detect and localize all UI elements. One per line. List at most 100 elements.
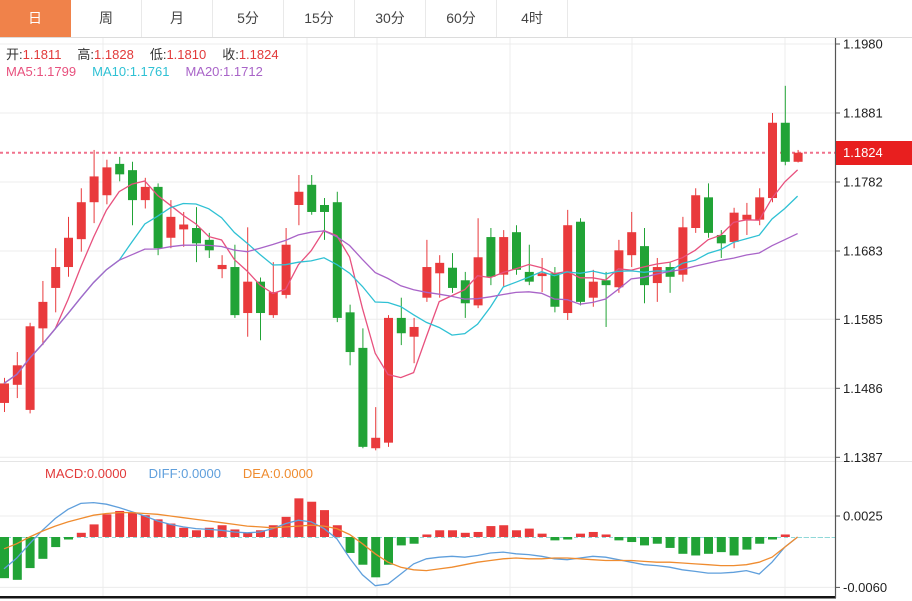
tab-4hour[interactable]: 4时 — [497, 0, 568, 37]
macd-bar — [268, 525, 278, 537]
macd-bar — [460, 532, 470, 537]
macd-bar — [115, 510, 125, 537]
candle-body — [409, 326, 419, 337]
macd-bar — [691, 537, 701, 556]
period-tabbar: 日周月 5分 15分 30分 60分 4时 — [0, 0, 912, 38]
price-tick-label: 1.1387 — [843, 450, 883, 465]
macd-bar — [704, 537, 713, 554]
candle-body — [396, 317, 406, 334]
macd-row-item-1: DIFF:0.0000 — [149, 466, 221, 481]
candle-body — [166, 216, 176, 238]
candle-body — [128, 170, 137, 201]
candle-body — [473, 257, 483, 306]
macd-bar — [716, 537, 726, 553]
macd-bar — [729, 537, 739, 556]
macd-bar — [256, 530, 265, 537]
candle-body — [627, 232, 637, 256]
macd-bar — [396, 537, 406, 546]
macd-bar — [153, 519, 163, 537]
macd-bar — [128, 512, 137, 537]
macd-readout: MACD:0.0000 DIFF:0.0000 DEA:0.0000 — [45, 466, 335, 481]
ma-row-item-1: MA10:1.1761 — [92, 64, 169, 79]
candle-body — [51, 267, 61, 288]
tab-day[interactable]: 日 — [0, 0, 71, 37]
candle-body — [140, 186, 150, 201]
macd-bar — [601, 534, 611, 537]
ma-row-item-2: MA20:1.1712 — [185, 64, 262, 79]
ohlc-row-item-3: 收:1.1824 — [222, 47, 278, 62]
macd-bar — [12, 537, 22, 580]
candle-body — [268, 292, 278, 316]
candle-body — [217, 264, 227, 270]
tab-week[interactable]: 周 — [71, 0, 142, 37]
macd-tick-label: -0.0060 — [843, 580, 887, 595]
candle-body — [780, 122, 790, 162]
candle-body — [25, 326, 35, 410]
candle-body — [332, 202, 342, 318]
field-label: MA10: — [92, 64, 130, 79]
candle-body — [358, 347, 368, 447]
ohlc-readout: 开:1.1811 高:1.1828 低:1.1810 收:1.1824 — [6, 44, 295, 63]
ma-readout: MA5:1.1799 MA10:1.1761 MA20:1.1712 — [6, 64, 279, 79]
candle-body — [678, 227, 688, 275]
tab-month[interactable]: 月 — [142, 0, 213, 37]
field-value: 1.1761 — [129, 64, 170, 79]
field-label: MA20: — [185, 64, 224, 79]
tab-15min[interactable]: 15分 — [284, 0, 355, 37]
price-tick-label: 1.1486 — [843, 381, 883, 396]
field-value: 1.1810 — [166, 47, 207, 62]
candle-body — [153, 186, 163, 249]
macd-bar — [780, 534, 790, 537]
candle-body — [640, 246, 649, 286]
candle-body — [755, 197, 765, 220]
candle-body — [704, 197, 713, 233]
macd-bar — [307, 501, 317, 537]
field-label: 开: — [6, 47, 23, 62]
price-tick-label: 1.1782 — [843, 175, 883, 190]
candle-body — [89, 176, 99, 203]
macd-bar — [409, 537, 419, 544]
macd-bar — [512, 530, 521, 537]
macd-bar — [51, 537, 61, 548]
candle-body — [243, 281, 253, 314]
macd-bar — [742, 537, 752, 550]
candle-body — [563, 225, 573, 314]
macd-tick-label: 0.0025 — [843, 509, 883, 524]
candle-body — [652, 267, 662, 284]
candle-body — [281, 244, 291, 295]
field-value: 1.1799 — [36, 64, 77, 79]
dea-line — [3, 511, 799, 572]
candle-body — [460, 280, 470, 304]
price-tick-label: 1.1980 — [843, 37, 883, 52]
candle-body — [256, 281, 265, 314]
macd-bar — [448, 530, 457, 537]
macd-bar — [243, 532, 253, 537]
candle-body — [729, 212, 739, 242]
macd-bar — [473, 531, 483, 537]
macd-bar — [422, 534, 432, 537]
macd-bar — [204, 527, 214, 537]
macd-bar — [576, 533, 585, 537]
macd-row-item-0: MACD:0.0000 — [45, 466, 127, 481]
field-label: 低: — [149, 47, 167, 62]
candle-body — [537, 273, 547, 277]
candle-body — [448, 267, 457, 288]
candle-body — [102, 167, 112, 196]
field-value: 1.1824 — [238, 47, 279, 62]
macd-bar — [371, 537, 381, 578]
tab-60min[interactable]: 60分 — [426, 0, 497, 37]
macd-bar — [294, 498, 304, 537]
macd-bar — [64, 537, 73, 540]
candle-body — [0, 383, 9, 403]
tab-30min[interactable]: 30分 — [355, 0, 426, 37]
macd-bar — [678, 537, 688, 554]
candle-body — [512, 232, 521, 270]
price-tick-label: 1.1881 — [843, 106, 883, 121]
tab-5min[interactable]: 5分 — [213, 0, 284, 37]
price-tick-label: 1.1585 — [843, 312, 883, 327]
ma10-line — [3, 195, 799, 384]
macd-bar — [102, 514, 112, 537]
field-label: MA5: — [6, 64, 37, 79]
